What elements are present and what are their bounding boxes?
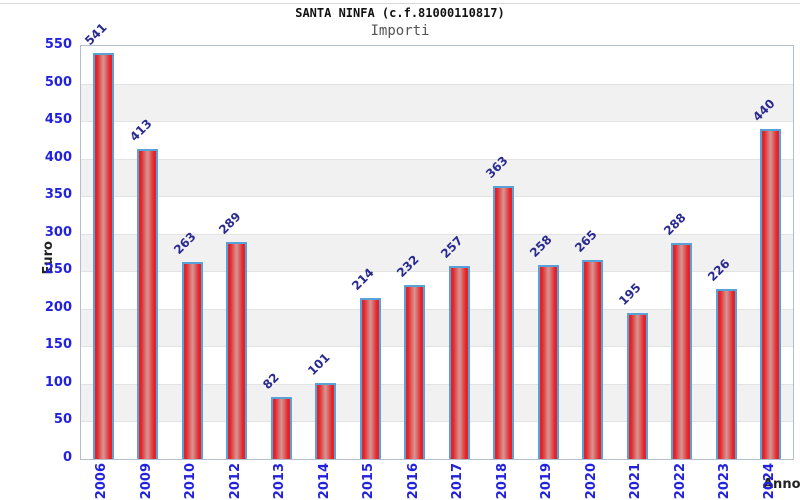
x-tick-label: 2012: [227, 463, 243, 500]
bar-2016: [404, 284, 426, 459]
x-tick-label: 2023: [717, 463, 733, 500]
x-tick-label: 2020: [583, 463, 599, 500]
plot-band: [81, 121, 793, 159]
x-tick-label: 2006: [94, 463, 110, 500]
y-tick-label: 350: [44, 187, 72, 203]
bar-2020: [582, 260, 604, 459]
bar-2023: [715, 289, 737, 459]
gridline: [81, 121, 793, 123]
gridline: [81, 421, 793, 423]
x-tick-label: 2022: [672, 463, 688, 500]
chart-title: SANTA NINFA (c.f.81000110817): [295, 6, 505, 20]
y-tick-label: 100: [44, 374, 72, 390]
x-tick-label: 2018: [494, 463, 510, 500]
bar-2019: [537, 265, 559, 459]
gridline: [81, 308, 793, 310]
window-top-border: [0, 3, 800, 4]
gridline: [81, 196, 793, 198]
y-tick-label: 300: [44, 224, 72, 240]
bar-2012: [226, 242, 248, 459]
y-tick-label: 450: [44, 112, 72, 128]
x-tick-label: 2015: [361, 463, 377, 500]
bar-2021: [626, 312, 648, 459]
y-tick-label: 0: [62, 450, 72, 465]
bar-2010: [181, 261, 203, 459]
chart-subtitle: Importi: [370, 23, 430, 39]
gridline: [81, 346, 793, 348]
x-tick-label: 2009: [138, 463, 154, 500]
plot-band: [81, 196, 793, 234]
bar-2024: [760, 128, 782, 459]
y-tick-label: 200: [44, 299, 72, 315]
x-tick-label: 2017: [450, 463, 466, 500]
x-tick-label: 2019: [539, 463, 555, 500]
bar-2009: [137, 148, 159, 459]
y-tick-label: 400: [44, 149, 72, 165]
bar-2015: [359, 298, 381, 459]
plot-band: [81, 83, 793, 122]
y-tick-label: 550: [44, 37, 72, 52]
bar-2018: [493, 186, 515, 459]
bar-2014: [315, 383, 337, 459]
y-tick-label: 250: [44, 262, 72, 278]
plot-area: 541 413 263 289 82 101 214 232 257 363 258 265 195 28…: [80, 20, 794, 460]
bar-2022: [671, 242, 693, 459]
x-tick-label: 2024: [761, 463, 777, 500]
y-tick-label: 150: [44, 337, 72, 353]
plot-band: [81, 158, 793, 197]
plot-band: [81, 46, 793, 84]
x-tick-label: 2010: [183, 463, 199, 500]
x-tick-label: 2013: [272, 463, 288, 500]
x-tick-label: 2021: [628, 463, 644, 500]
gridline: [81, 383, 793, 385]
gridline: [81, 233, 793, 235]
bar-2017: [448, 266, 470, 459]
x-axis-label: Anno: [763, 477, 800, 492]
y-tick-label: 500: [44, 74, 72, 90]
bar-2013: [270, 397, 292, 459]
gridline: [81, 271, 793, 273]
y-tick-label: 50: [53, 412, 72, 428]
x-tick-label: 2016: [405, 463, 421, 500]
gridline: [81, 83, 793, 85]
x-tick-label: 2014: [316, 463, 332, 500]
gridline: [81, 158, 793, 160]
bar-2006: [92, 52, 114, 459]
